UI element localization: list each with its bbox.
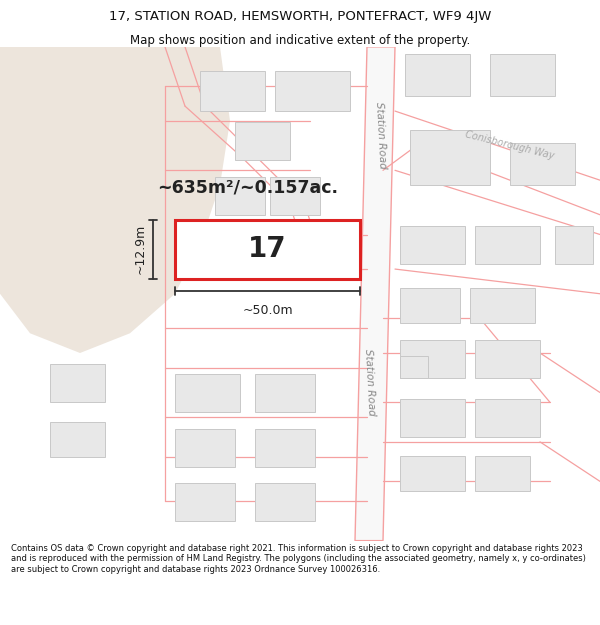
Text: 17, STATION ROAD, HEMSWORTH, PONTEFRACT, WF9 4JW: 17, STATION ROAD, HEMSWORTH, PONTEFRACT,…: [109, 10, 491, 23]
Text: ~635m²/~0.157ac.: ~635m²/~0.157ac.: [157, 179, 338, 197]
Text: Map shows position and indicative extent of the property.: Map shows position and indicative extent…: [130, 34, 470, 47]
Bar: [175, 374, 240, 413]
Polygon shape: [355, 47, 395, 541]
Bar: [275, 71, 350, 111]
Bar: [400, 456, 465, 491]
Bar: [270, 177, 320, 215]
Bar: [475, 456, 530, 491]
Bar: [410, 130, 490, 185]
Bar: [490, 54, 555, 96]
Bar: [175, 483, 235, 521]
Bar: [555, 226, 593, 264]
Bar: [510, 143, 575, 185]
Text: Station Road: Station Road: [374, 102, 388, 169]
Bar: [255, 483, 315, 521]
Bar: [405, 54, 470, 96]
Bar: [400, 340, 465, 377]
Bar: [255, 374, 315, 413]
Bar: [400, 399, 465, 437]
Text: ~50.0m: ~50.0m: [242, 304, 293, 317]
Bar: [50, 422, 105, 457]
Text: Contains OS data © Crown copyright and database right 2021. This information is : Contains OS data © Crown copyright and d…: [11, 544, 586, 574]
Polygon shape: [0, 47, 230, 353]
Bar: [400, 288, 460, 323]
Text: Conisborough Way: Conisborough Way: [464, 130, 556, 161]
Text: Station Road: Station Road: [363, 349, 377, 416]
Text: ~12.9m: ~12.9m: [134, 224, 147, 274]
Bar: [400, 226, 465, 264]
Bar: [175, 429, 235, 466]
Bar: [175, 219, 360, 279]
Bar: [255, 429, 315, 466]
Bar: [260, 234, 340, 274]
Bar: [200, 71, 265, 111]
Bar: [400, 356, 428, 377]
Bar: [475, 399, 540, 437]
Text: 17: 17: [248, 235, 287, 263]
Bar: [475, 226, 540, 264]
Bar: [175, 234, 255, 274]
Bar: [235, 122, 290, 161]
Bar: [470, 288, 535, 323]
Bar: [475, 340, 540, 377]
Bar: [50, 364, 105, 403]
Bar: [215, 177, 265, 215]
